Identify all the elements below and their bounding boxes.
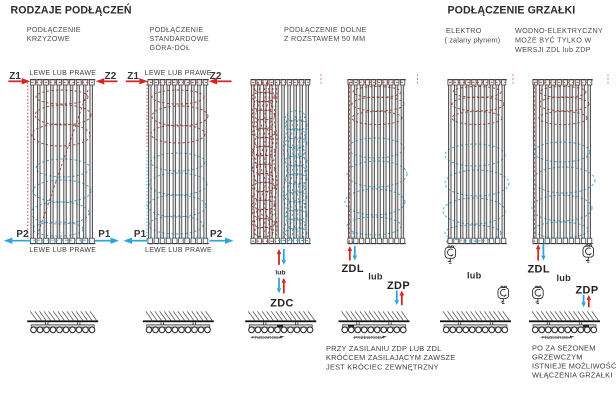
svg-text:ISTNIEJE MOŻLIWOŚĆ: ISTNIEJE MOŻLIWOŚĆ <box>532 362 616 371</box>
svg-text:ELEKTRO: ELEKTRO <box>446 26 482 35</box>
svg-text:PO ZA SEZONEM: PO ZA SEZONEM <box>532 344 596 353</box>
svg-text:KRZYŻOWE: KRZYŻOWE <box>27 34 70 43</box>
svg-text:lub: lub <box>467 271 482 281</box>
svg-text:KRÓĆCEM ZASILAJĄCYM ZAWSZE: KRÓĆCEM ZASILAJĄCYM ZAWSZE <box>326 353 455 362</box>
svg-text:Z2: Z2 <box>105 71 117 82</box>
svg-text:PODŁĄCZENIE: PODŁĄCZENIE <box>150 25 204 34</box>
svg-text:PRZEGRODA: PRZEGRODA <box>252 335 283 341</box>
svg-text:GÓRA-DÓŁ: GÓRA-DÓŁ <box>150 43 191 52</box>
svg-text:lub: lub <box>368 271 383 281</box>
svg-text:Z1: Z1 <box>127 71 139 82</box>
svg-text:LEWE LUB PRAWE: LEWE LUB PRAWE <box>145 70 212 77</box>
svg-text:JEST KRÓCIEC ZEWNĘTRZNY: JEST KRÓCIEC ZEWNĘTRZNY <box>326 362 439 371</box>
svg-text:PRZEGRODA: PRZEGRODA <box>354 335 385 341</box>
svg-text:Z ROZSTAWEM 50 MM: Z ROZSTAWEM 50 MM <box>284 34 365 43</box>
svg-text:ZDP: ZDP <box>576 284 599 296</box>
svg-text:RODZAJE PODŁĄCZEŃ: RODZAJE PODŁĄCZEŃ <box>11 3 132 16</box>
svg-text:ZDL: ZDL <box>342 263 364 275</box>
svg-text:Z1: Z1 <box>9 71 21 82</box>
svg-text:( zalany płynem): ( zalany płynem) <box>445 35 501 44</box>
svg-text:LEWE LUB PRAWE: LEWE LUB PRAWE <box>29 70 96 77</box>
svg-text:P1: P1 <box>134 229 147 240</box>
svg-text:LEWE LUB PRAWE: LEWE LUB PRAWE <box>145 247 212 254</box>
svg-text:ZDP: ZDP <box>387 280 410 292</box>
svg-text:P1: P1 <box>98 229 111 240</box>
svg-text:WERSJI ZDL lub ZDP: WERSJI ZDL lub ZDP <box>515 45 591 54</box>
svg-text:LEWE LUB PRAWE: LEWE LUB PRAWE <box>29 247 96 254</box>
svg-text:GRZEWCZYM: GRZEWCZYM <box>532 353 583 362</box>
svg-text:PODŁĄCZENIE GRZAŁKI: PODŁĄCZENIE GRZAŁKI <box>448 4 576 16</box>
svg-text:lub: lub <box>275 269 285 276</box>
svg-text:P2: P2 <box>16 229 29 240</box>
svg-text:Z2: Z2 <box>210 71 222 82</box>
svg-text:PODŁĄCZENIE DOLNE: PODŁĄCZENIE DOLNE <box>284 25 367 34</box>
svg-text:PODŁĄCZENIE: PODŁĄCZENIE <box>27 25 81 34</box>
svg-text:P2: P2 <box>210 229 223 240</box>
svg-text:ZDC: ZDC <box>270 297 293 309</box>
svg-text:ZDL: ZDL <box>528 263 550 275</box>
svg-text:MOŻE BYĆ TYLKO W: MOŻE BYĆ TYLKO W <box>515 36 592 45</box>
svg-text:PRZEGRODA: PRZEGRODA <box>542 335 573 341</box>
svg-text:PRZY ZASILANIU ZDP LUB ZDL: PRZY ZASILANIU ZDP LUB ZDL <box>326 344 441 353</box>
svg-text:WŁĄCZENIA GRZAŁKI: WŁĄCZENIA GRZAŁKI <box>532 371 613 380</box>
svg-text:WODNO-ELEKTRYCZNY: WODNO-ELEKTRYCZNY <box>515 26 603 35</box>
svg-text:STANDARDOWE: STANDARDOWE <box>150 34 209 43</box>
svg-text:lub: lub <box>557 273 572 283</box>
